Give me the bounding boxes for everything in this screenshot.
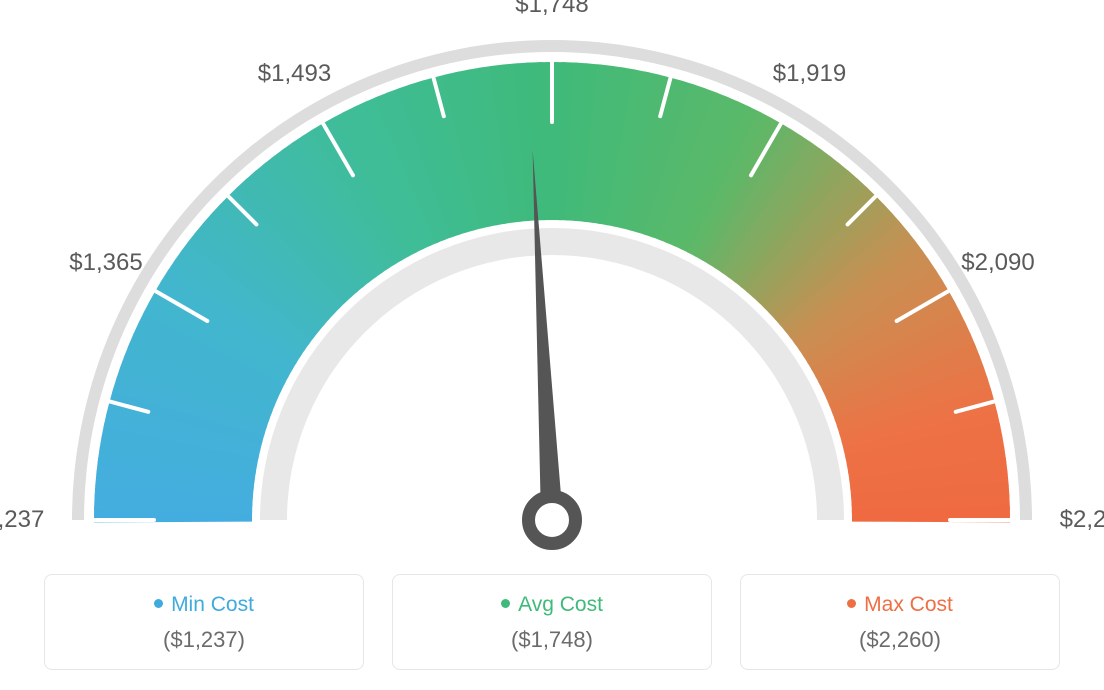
gauge-tick-label: $1,748 — [515, 0, 588, 19]
legend-card-min: Min Cost ($1,237) — [44, 574, 364, 670]
legend-row: Min Cost ($1,237) Avg Cost ($1,748) Max … — [0, 574, 1104, 670]
legend-value-min: ($1,237) — [55, 627, 353, 653]
gauge-tick-label: $1,237 — [0, 506, 44, 534]
legend-label-max: Max Cost — [864, 593, 953, 616]
dot-icon — [847, 599, 856, 608]
gauge-tick-label: $1,493 — [258, 60, 331, 88]
dot-icon — [154, 599, 163, 608]
gauge-tick-label: $1,365 — [69, 249, 142, 277]
gauge-tick-label: $1,919 — [773, 60, 846, 88]
legend-title-min: Min Cost — [55, 593, 353, 617]
legend-title-avg: Avg Cost — [403, 593, 701, 617]
legend-label-min: Min Cost — [171, 593, 254, 616]
legend-title-max: Max Cost — [751, 593, 1049, 617]
gauge-tick-label: $2,090 — [961, 249, 1034, 277]
legend-value-avg: ($1,748) — [403, 627, 701, 653]
legend-value-max: ($2,260) — [751, 627, 1049, 653]
legend-card-max: Max Cost ($2,260) — [740, 574, 1060, 670]
gauge-svg — [0, 0, 1104, 560]
gauge-tick-label: $2,260 — [1060, 506, 1104, 534]
gauge-chart: $1,237 $1,365 $1,493 $1,748 $1,919 $2,090 $2,2… — [0, 0, 1104, 560]
dot-icon — [501, 599, 510, 608]
legend-card-avg: Avg Cost ($1,748) — [392, 574, 712, 670]
legend-label-avg: Avg Cost — [518, 593, 603, 616]
